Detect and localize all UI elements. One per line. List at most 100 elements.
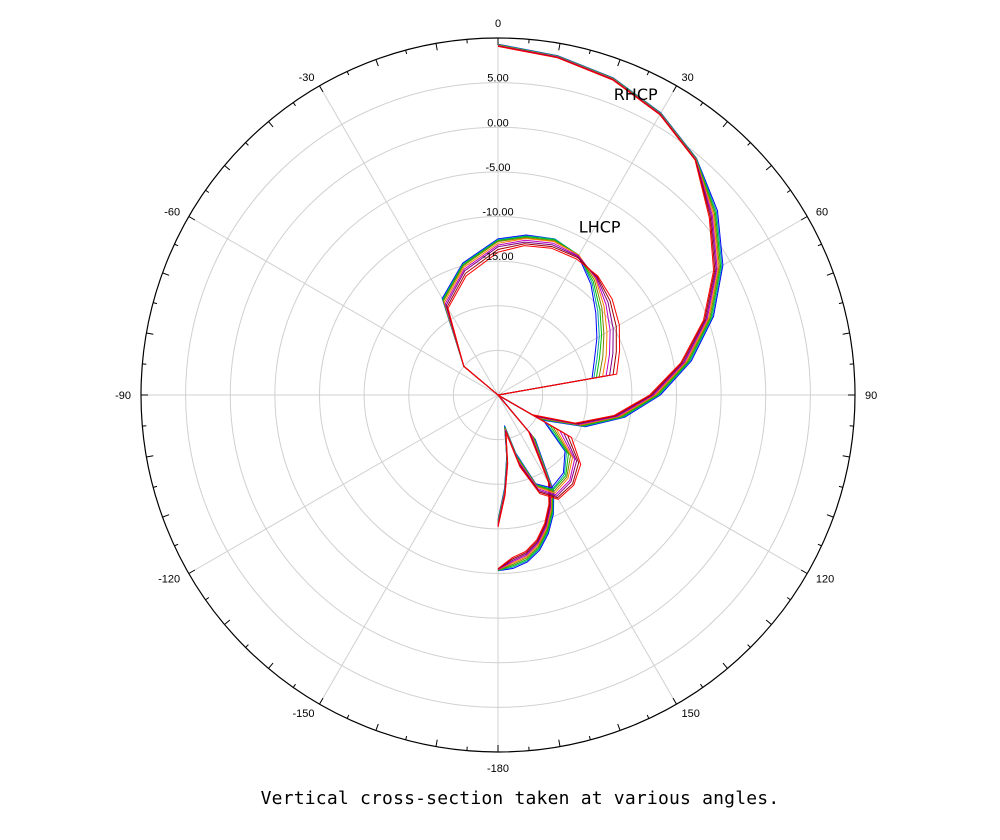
angle-tick-label: 150 xyxy=(682,708,700,720)
angle-tick xyxy=(588,735,591,740)
angle-tick xyxy=(405,50,408,55)
lhcp-series-line xyxy=(447,245,621,528)
grid-spoke xyxy=(319,85,499,396)
angle-tick-label: -60 xyxy=(164,207,180,219)
angle-tick xyxy=(162,514,170,518)
angle-tick xyxy=(245,644,249,648)
angle-tick xyxy=(842,332,850,335)
grid-spoke xyxy=(188,394,499,574)
angle-tick xyxy=(558,43,561,51)
angle-tick xyxy=(153,302,158,305)
angle-tick xyxy=(800,216,808,221)
angle-tick xyxy=(292,102,296,107)
angle-tick xyxy=(224,619,231,625)
angle-tick xyxy=(319,697,324,705)
rhcp-series-line xyxy=(497,45,718,570)
angle-tick xyxy=(558,739,561,747)
angle-tick xyxy=(435,739,438,747)
angle-tick xyxy=(435,43,438,51)
angle-tick xyxy=(786,189,791,193)
angle-tick xyxy=(188,216,196,221)
angle-tick xyxy=(346,714,350,719)
angle-tick-label: 0 xyxy=(495,18,501,30)
angle-tick-label: 90 xyxy=(865,390,877,402)
angle-tick xyxy=(292,683,296,688)
radial-tick-label: 0.00 xyxy=(487,117,508,129)
angle-tick xyxy=(765,165,772,171)
angle-tick xyxy=(617,59,621,67)
angle-tick xyxy=(162,272,170,276)
angle-tick xyxy=(224,165,231,171)
angle-tick xyxy=(646,714,650,719)
angle-tick-label: -180 xyxy=(487,763,509,775)
angle-tick xyxy=(700,683,704,688)
angle-tick xyxy=(205,189,210,193)
angle-tick xyxy=(375,723,379,731)
angle-tick xyxy=(146,455,154,458)
radial-tick-label: -15.00 xyxy=(482,251,513,263)
angle-tick xyxy=(153,485,158,488)
angle-tick-label: 30 xyxy=(682,72,694,84)
angle-tick xyxy=(588,50,591,55)
angle-tick xyxy=(319,85,324,93)
lhcp-series-line xyxy=(443,237,608,524)
angle-tick xyxy=(672,697,677,705)
radial-tick-label: 5.00 xyxy=(487,73,508,85)
angle-tick xyxy=(205,597,210,601)
angle-tick xyxy=(722,121,728,128)
angle-tick-label: 120 xyxy=(816,574,834,586)
angle-tick xyxy=(826,514,834,518)
angle-tick xyxy=(174,543,179,547)
series-annotation: LHCP xyxy=(579,217,621,236)
lhcp-series-line xyxy=(444,239,611,525)
grid-spoke xyxy=(497,216,808,396)
axis-labels: 0 30 60 90 120 150 -180 -150 -120 -90 -60 -30 5.00 0.… xyxy=(115,18,877,775)
angle-tick xyxy=(375,59,379,67)
grid-spoke xyxy=(497,394,677,705)
angle-tick-label: -120 xyxy=(158,574,180,586)
angle-tick-label: 60 xyxy=(816,207,828,219)
angle-tick xyxy=(842,455,850,458)
rhcp-series-line xyxy=(497,44,719,571)
angle-tick xyxy=(617,723,621,731)
angle-tick xyxy=(826,272,834,276)
angle-tick xyxy=(146,332,154,335)
angle-tick xyxy=(245,142,249,146)
lhcp-curves xyxy=(441,234,621,528)
angle-tick xyxy=(817,543,822,547)
angle-tick xyxy=(817,243,822,247)
angle-tick xyxy=(174,243,179,247)
grid-spoke xyxy=(497,85,677,396)
angle-tick xyxy=(346,71,350,76)
radial-tick-label: -5.00 xyxy=(485,162,510,174)
angle-tick xyxy=(646,71,650,76)
rhcp-series-line xyxy=(497,43,724,572)
angle-tick xyxy=(700,102,704,107)
angle-tick xyxy=(800,569,808,574)
angle-tick xyxy=(672,85,677,93)
angle-tick xyxy=(765,619,772,625)
grid-spoke xyxy=(188,216,499,396)
angle-tick xyxy=(747,142,751,146)
angle-tick xyxy=(838,302,843,305)
angle-tick xyxy=(268,662,274,669)
annotations: RHCP LHCP xyxy=(579,85,658,237)
angle-tick xyxy=(268,121,274,128)
angle-tick xyxy=(405,735,408,740)
lhcp-series-line xyxy=(445,241,614,526)
rhcp-series-line xyxy=(497,44,723,572)
angle-tick xyxy=(786,597,791,601)
angle-tick xyxy=(188,569,196,574)
rhcp-series-line xyxy=(497,45,715,570)
angle-tick-label: -30 xyxy=(299,72,315,84)
radial-tick-label: -10.00 xyxy=(482,207,513,219)
angle-tick xyxy=(747,644,751,648)
rhcp-curves xyxy=(497,43,724,572)
chart-caption: Vertical cross-section taken at various … xyxy=(260,788,780,809)
angle-tick-label: -90 xyxy=(115,390,131,402)
series-annotation: RHCP xyxy=(614,85,658,104)
angle-tick xyxy=(838,485,843,488)
angle-tick xyxy=(722,662,728,669)
angle-tick-label: -150 xyxy=(292,708,314,720)
